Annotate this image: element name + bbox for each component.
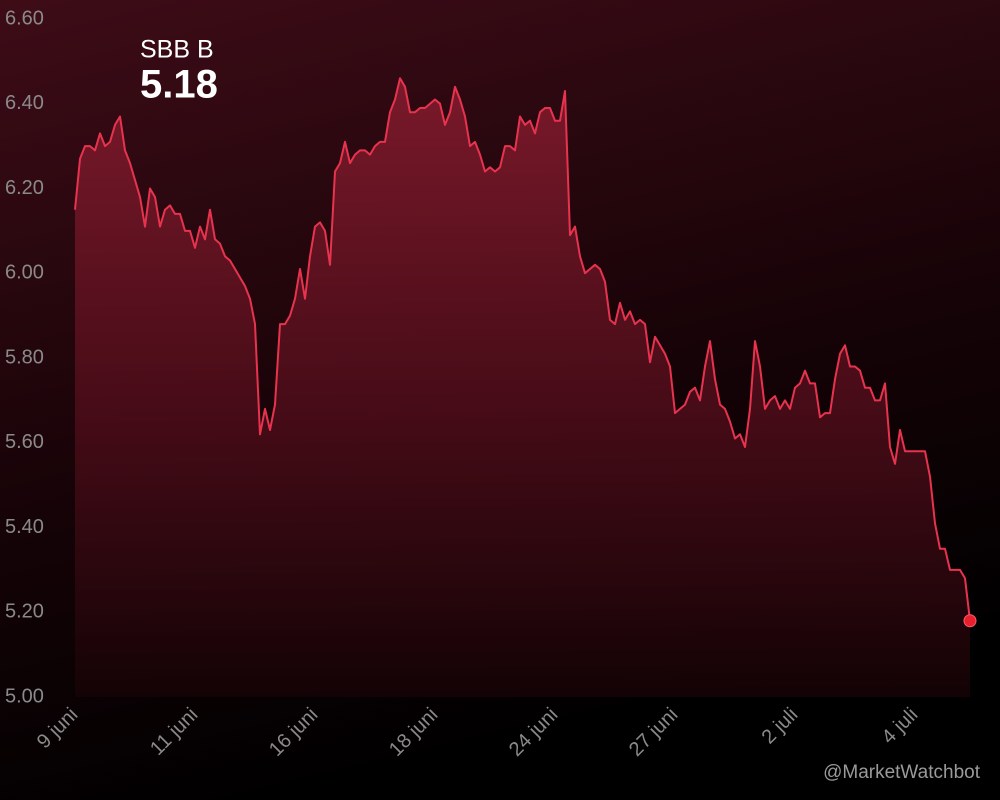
y-tick-label: 6.00 [5,262,44,284]
y-tick-label: 5.40 [5,516,44,538]
y-tick-label: 5.20 [5,601,44,623]
watermark: @MarketWatchbot [823,762,981,783]
last-point [963,614,977,628]
y-tick-label: 6.20 [5,177,44,199]
y-tick-label: 5.60 [5,431,44,453]
y-tick-label: 6.40 [5,92,44,114]
ticker-name: SBB B [140,36,214,64]
y-tick-label: 5.80 [5,346,44,368]
y-tick-label: 5.00 [5,685,44,707]
price-line [74,77,971,621]
area [75,78,970,698]
y-tick-label: 6.60 [5,7,44,29]
current-price: 5.18 [140,63,218,107]
